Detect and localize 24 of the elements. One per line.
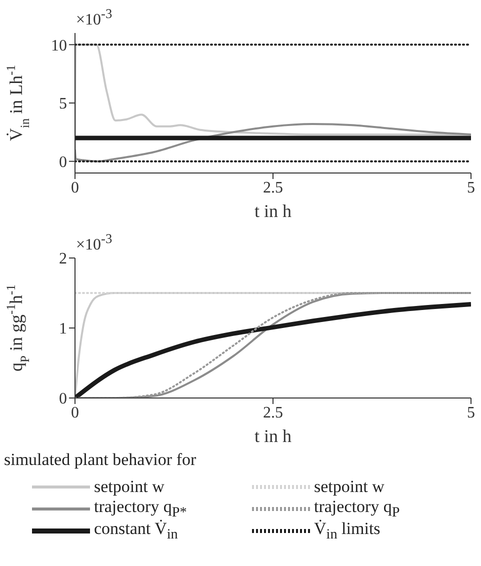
y-tick-label: 1 [59,320,67,338]
legend-title: simulated plant behavior for [4,450,198,470]
x-tick-label: 2.5 [263,179,283,196]
x-axis-title: t in h [254,426,292,446]
legend-label: V̇$_{in}$ limits [314,518,380,544]
x-tick-label: 5 [467,404,475,422]
line-series [75,123,471,162]
x-axis-title: t in h [254,201,292,221]
x-tick-label: 2.5 [263,404,283,422]
y-tick-label: 0 [59,390,67,408]
text: ×10$^{-3}$ [76,6,112,30]
x-tick-label: 5 [467,179,475,196]
legend-label: trajectory q$_{P*}$ [94,496,187,520]
legend-label: constant V̇$_{in}$ [94,518,178,544]
legend-label: setpoint w [94,477,164,497]
x-tick-label: 0 [71,404,79,422]
legend-label: trajectory q$_{P}$ [314,496,400,520]
y-tick-label: 10 [51,37,67,54]
y-tick-label: 5 [59,96,67,113]
text: ×10$^{-3}$ [76,231,112,254]
legend-label: setpoint w [314,477,384,497]
y-tick-label: 2 [59,250,67,268]
x-tick-label: 0 [71,179,79,196]
y-tick-label: 0 [59,154,67,172]
